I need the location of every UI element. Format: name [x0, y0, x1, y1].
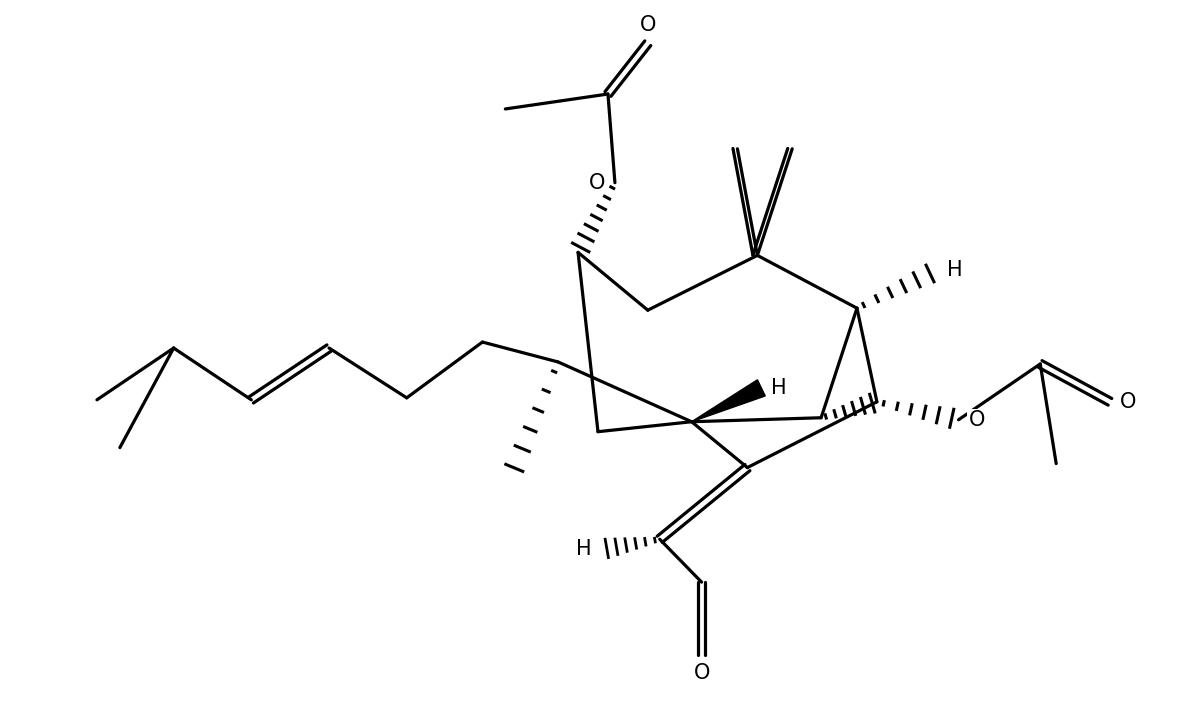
- Text: O: O: [588, 173, 605, 192]
- Text: O: O: [969, 410, 984, 430]
- Text: H: H: [576, 539, 592, 559]
- Text: O: O: [1120, 392, 1136, 412]
- Text: O: O: [639, 15, 656, 36]
- Text: O: O: [694, 663, 709, 683]
- Polygon shape: [691, 380, 765, 422]
- Text: H: H: [946, 261, 962, 280]
- Text: H: H: [771, 378, 788, 398]
